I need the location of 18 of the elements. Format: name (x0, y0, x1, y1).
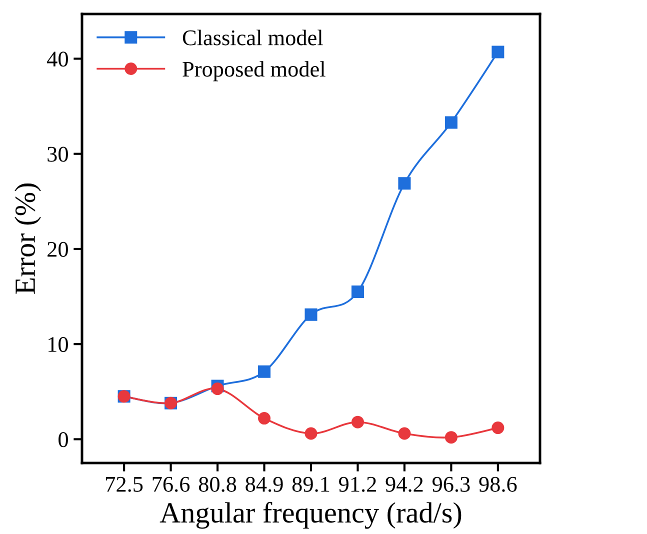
y-axis-title: Error (%) (14, 184, 42, 294)
y-tick-label: 20 (48, 242, 68, 257)
y-tick-label: 40 (47, 52, 68, 67)
x-tick-label: 80.8 (198, 476, 236, 492)
legend-label: Classical model (182, 30, 323, 46)
legend-label: Proposed model (182, 61, 326, 82)
x-tick-label: 98.6 (479, 476, 517, 492)
y-tick-label: 30 (48, 146, 68, 162)
y-tick-label: 10 (48, 337, 68, 352)
x-tick-label: 96.3 (432, 476, 470, 492)
x-tick-label: 76.6 (152, 476, 190, 492)
x-tick-label: 89.1 (292, 476, 330, 492)
x-tick-label: 91.2 (339, 476, 376, 492)
x-tick-label: 72.5 (106, 476, 143, 492)
x-tick-label: 94.2 (386, 476, 423, 492)
y-tick-label: 0 (58, 432, 68, 448)
x-tick-label: 84.9 (246, 476, 283, 492)
x-axis-title: Angular frequency (rad/s) (160, 502, 462, 529)
